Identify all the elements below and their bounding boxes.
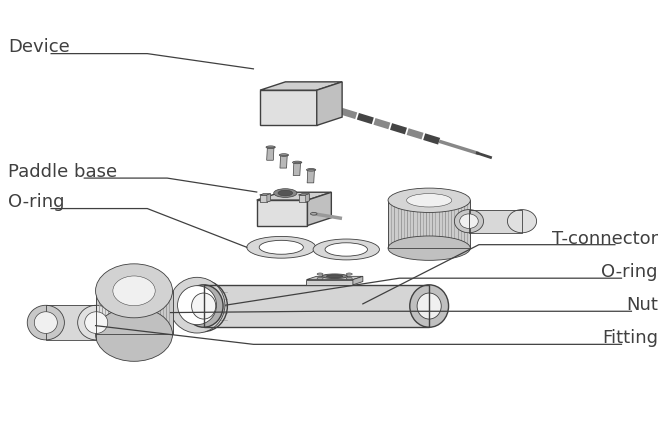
Ellipse shape <box>292 161 302 164</box>
Text: Fitting: Fitting <box>602 329 658 347</box>
Polygon shape <box>353 276 363 285</box>
Text: T-connector: T-connector <box>552 230 658 247</box>
Polygon shape <box>388 200 470 248</box>
Polygon shape <box>308 192 332 226</box>
Ellipse shape <box>325 243 368 256</box>
Polygon shape <box>453 200 465 212</box>
Ellipse shape <box>278 190 292 196</box>
Ellipse shape <box>322 274 348 279</box>
Ellipse shape <box>346 273 352 275</box>
Ellipse shape <box>306 169 316 171</box>
Polygon shape <box>426 204 453 212</box>
Polygon shape <box>426 200 465 204</box>
Polygon shape <box>298 194 309 195</box>
Ellipse shape <box>417 293 442 319</box>
Ellipse shape <box>274 189 297 198</box>
Ellipse shape <box>27 305 65 340</box>
Ellipse shape <box>346 277 352 279</box>
Ellipse shape <box>178 286 216 325</box>
Ellipse shape <box>313 239 380 260</box>
Ellipse shape <box>410 285 449 327</box>
Ellipse shape <box>406 194 452 207</box>
Polygon shape <box>260 194 270 195</box>
Polygon shape <box>293 162 300 176</box>
Ellipse shape <box>454 210 484 233</box>
Ellipse shape <box>388 188 470 212</box>
Polygon shape <box>306 194 309 202</box>
Text: Device: Device <box>8 38 70 56</box>
Polygon shape <box>95 291 172 334</box>
Polygon shape <box>280 155 287 168</box>
Ellipse shape <box>388 236 470 260</box>
Ellipse shape <box>35 312 57 333</box>
Ellipse shape <box>266 146 275 148</box>
Ellipse shape <box>169 277 225 333</box>
Text: Nut: Nut <box>626 296 658 314</box>
Ellipse shape <box>192 293 216 319</box>
Ellipse shape <box>317 273 323 275</box>
Polygon shape <box>267 194 270 202</box>
Ellipse shape <box>310 212 317 215</box>
Ellipse shape <box>507 210 537 233</box>
Polygon shape <box>260 90 317 125</box>
Polygon shape <box>260 195 267 202</box>
Ellipse shape <box>326 275 343 278</box>
Polygon shape <box>266 147 274 160</box>
Polygon shape <box>256 192 332 200</box>
Polygon shape <box>204 285 429 327</box>
Ellipse shape <box>95 264 172 318</box>
Polygon shape <box>306 276 363 279</box>
Ellipse shape <box>460 214 478 229</box>
Ellipse shape <box>85 312 108 333</box>
Polygon shape <box>260 82 342 90</box>
Polygon shape <box>306 194 309 202</box>
Polygon shape <box>267 194 270 202</box>
Ellipse shape <box>247 237 316 258</box>
Text: O-ring: O-ring <box>8 194 65 212</box>
Polygon shape <box>306 279 353 285</box>
Ellipse shape <box>259 240 303 254</box>
Polygon shape <box>260 195 267 202</box>
Text: O-ring: O-ring <box>601 263 658 281</box>
Text: Paddle base: Paddle base <box>8 163 117 181</box>
Ellipse shape <box>279 154 288 156</box>
Polygon shape <box>298 194 309 195</box>
Polygon shape <box>469 210 522 233</box>
Ellipse shape <box>78 305 115 340</box>
Ellipse shape <box>113 276 155 306</box>
Polygon shape <box>317 82 342 125</box>
Ellipse shape <box>317 277 323 279</box>
Polygon shape <box>260 194 270 195</box>
Polygon shape <box>298 195 306 202</box>
Ellipse shape <box>184 285 223 327</box>
Polygon shape <box>298 195 306 202</box>
Ellipse shape <box>95 307 172 361</box>
Polygon shape <box>307 170 314 183</box>
Polygon shape <box>46 305 96 340</box>
Polygon shape <box>256 200 308 226</box>
